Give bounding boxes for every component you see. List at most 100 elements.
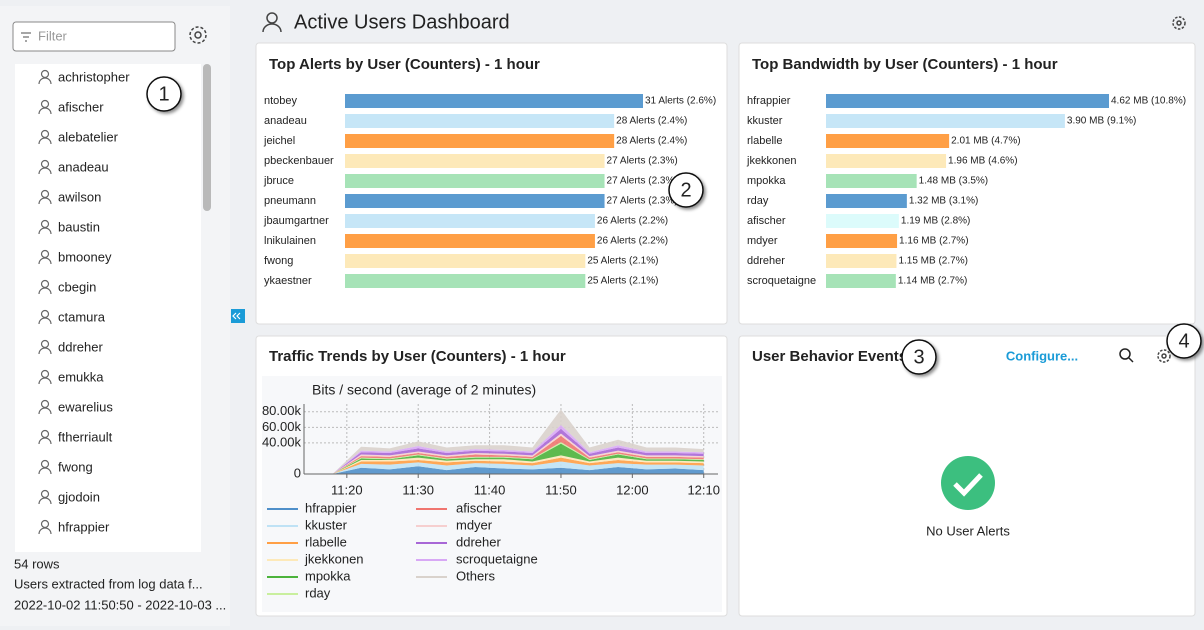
callout-circle — [146, 76, 182, 112]
category-label: anadeau — [264, 115, 307, 127]
callout-number: 4 — [1178, 330, 1189, 352]
bar — [345, 234, 595, 248]
callout-number: 2 — [680, 179, 691, 201]
legend-label: rlabelle — [305, 534, 347, 549]
callouts: 1 2 3 4 — [146, 76, 1202, 375]
user-list — [15, 64, 201, 552]
bar — [826, 234, 898, 248]
x-tick-label: 11:30 — [402, 482, 434, 497]
user-rows: achristopher afischer alebatelier anadeau aw… — [38, 69, 130, 535]
user-name: ctamura — [58, 309, 106, 324]
sidebar-settings[interactable] — [189, 26, 207, 44]
user-icon — [38, 137, 52, 145]
category-label: scroquetaigne — [747, 275, 816, 287]
bar — [826, 114, 1065, 128]
y-tick-label: 60.00k — [262, 419, 302, 434]
bar — [826, 194, 907, 208]
bar — [826, 174, 917, 188]
category-label: mpokka — [747, 175, 786, 187]
user-name: ewarelius — [58, 399, 113, 414]
collapse-icon — [232, 312, 241, 320]
category-label: ntobey — [264, 95, 298, 107]
user-icon — [38, 407, 52, 415]
user-icon — [38, 287, 52, 295]
value-label: 26 Alerts (2.2%) — [597, 216, 668, 227]
category-label: mdyer — [747, 235, 778, 247]
value-label: 3.90 MB (9.1%) — [1067, 116, 1136, 127]
area — [304, 461, 704, 474]
category-label: jbaumgartner — [263, 215, 329, 227]
panel-title: Top Bandwidth by User (Counters) - 1 hou… — [752, 56, 1058, 73]
user-icon — [38, 527, 52, 535]
callout-number: 1 — [158, 83, 169, 105]
bar — [345, 194, 605, 208]
callout-circle — [901, 339, 937, 375]
user-icon — [38, 77, 52, 85]
category-label: pneumann — [264, 195, 316, 207]
bar — [826, 134, 950, 148]
panel-title: Traffic Trends by User (Counters) - 1 ho… — [269, 348, 566, 365]
x-tick-label: 11:40 — [474, 482, 506, 497]
user-icon — [38, 437, 52, 445]
legend-label: jkekkonen — [304, 551, 364, 566]
bar — [345, 154, 605, 168]
bar — [826, 214, 899, 228]
page-title: Active Users Dashboard — [294, 11, 510, 33]
value-label: 26 Alerts (2.2%) — [597, 236, 668, 247]
category-label: jbruce — [263, 175, 294, 187]
chart-subtitle: Bits / second (average of 2 minutes) — [312, 382, 536, 398]
category-label: rlabelle — [747, 135, 782, 147]
bar — [345, 134, 615, 148]
value-label: 25 Alerts (2.1%) — [587, 276, 658, 287]
search-button[interactable] — [1119, 348, 1134, 363]
area — [304, 466, 704, 474]
user-name: bmooney — [58, 249, 112, 264]
filter-icon — [21, 32, 31, 42]
value-label: 25 Alerts (2.1%) — [587, 256, 658, 267]
page-settings[interactable] — [1172, 16, 1186, 30]
x-tick-label: 12:00 — [616, 482, 649, 497]
area — [304, 457, 704, 474]
category-label: jkekkonen — [746, 155, 797, 167]
bar — [345, 274, 586, 288]
callout-number: 3 — [913, 346, 924, 368]
category-label: hfrappier — [747, 95, 791, 107]
user-icon — [38, 317, 52, 325]
user-name: anadeau — [58, 159, 109, 174]
bar — [826, 274, 896, 288]
value-label: 1.16 MB (2.7%) — [899, 236, 968, 247]
collapse-button[interactable] — [231, 309, 245, 323]
value-label: 1.14 MB (2.7%) — [898, 276, 967, 287]
user-icon — [38, 497, 52, 505]
scrollbar[interactable] — [203, 64, 211, 211]
user-icon — [38, 167, 52, 175]
category-label: lnikulainen — [264, 235, 316, 247]
area — [304, 443, 704, 474]
user-name: hfrappier — [58, 519, 110, 534]
legend-label: mpokka — [305, 568, 351, 583]
user-name: fwong — [58, 459, 93, 474]
bar — [345, 114, 615, 128]
value-label: 4.62 MB (10.8%) — [1111, 96, 1186, 107]
check-mark — [953, 473, 983, 497]
behavior-settings[interactable] — [1157, 349, 1171, 363]
configure-link[interactable]: Configure... — [1006, 348, 1078, 363]
user-icon — [38, 197, 52, 205]
filter-input[interactable] — [12, 21, 176, 52]
description: Users extracted from log data f... — [14, 576, 203, 591]
category-label: rday — [747, 195, 769, 207]
user-name: cbegin — [58, 279, 96, 294]
user-name: alebatelier — [58, 129, 119, 144]
value-label: 27 Alerts (2.3%) — [607, 176, 678, 187]
traffic-chart-area — [262, 376, 722, 612]
area — [304, 409, 704, 474]
user-name: baustin — [58, 219, 100, 234]
bandwidth-panel — [738, 42, 1196, 325]
legend-label: ddreher — [456, 534, 501, 549]
user-icon — [38, 257, 52, 265]
category-label: ddreher — [747, 255, 785, 267]
category-label: pbeckenbauer — [264, 155, 334, 167]
value-label: 1.15 MB (2.7%) — [898, 256, 967, 267]
bar — [826, 154, 947, 168]
